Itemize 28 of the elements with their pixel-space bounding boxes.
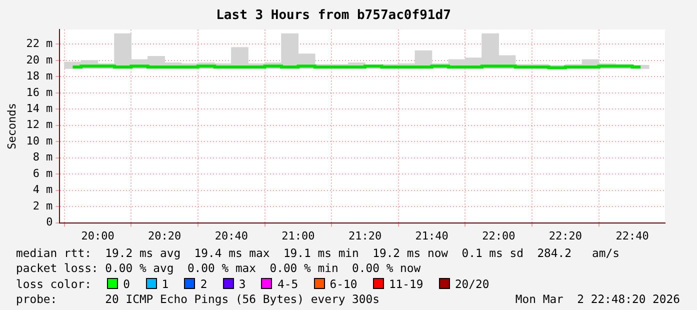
x-tick-label: 20:20 <box>148 229 182 242</box>
chart-title: Last 3 Hours from b757ac0f91d7 <box>216 8 451 24</box>
x-tick-label: 20:40 <box>214 229 248 242</box>
y-tick-label: 12 m <box>26 118 54 132</box>
x-tick-label: 21:40 <box>415 229 448 242</box>
y-tick-label: 16 m <box>26 86 54 99</box>
y-tick-label: 14 m <box>26 102 54 116</box>
y-tick-label: 22 m <box>26 37 54 50</box>
x-tick-label: 20:00 <box>81 229 114 242</box>
y-tick-label: 4 m <box>32 183 54 196</box>
text: packet loss: 0.00 % avg 0.00 % max 0.00 % min 0.00 % now <box>16 261 422 277</box>
y-tick-label: 8 m <box>32 150 54 164</box>
x-tick-label: 21:00 <box>282 229 315 242</box>
y-tick-label: 18 m <box>26 70 54 83</box>
x-tick-label: 22:20 <box>548 229 582 242</box>
text: loss color: 0 1 2 3 4-5 6-10 11-19 20/20 <box>16 276 490 291</box>
y-tick-label: 0 <box>46 216 53 229</box>
y-tick-label: 2 m <box>32 199 54 212</box>
text: probe: 20 ICMP Echo Pings (56 Bytes) every 300s <box>16 292 380 306</box>
y-tick-label: 10 m <box>26 134 54 148</box>
y-axis-title: Seconds <box>5 103 18 150</box>
x-tick-label: 22:00 <box>482 229 516 242</box>
y-tick-label: 20 m <box>26 53 54 66</box>
text: median rtt: 19.2 ms avg 19.4 ms max 19.1 ms min 19.2 ms now 0.1 ms sd 284.2 am/s <box>16 246 620 262</box>
x-tick-label: 21:20 <box>348 229 382 242</box>
y-tick-label: 6 m <box>32 166 54 180</box>
text: Mon Mar 2 22:48:20 2026 <box>515 292 680 308</box>
x-tick-label: 22:40 <box>616 229 649 242</box>
